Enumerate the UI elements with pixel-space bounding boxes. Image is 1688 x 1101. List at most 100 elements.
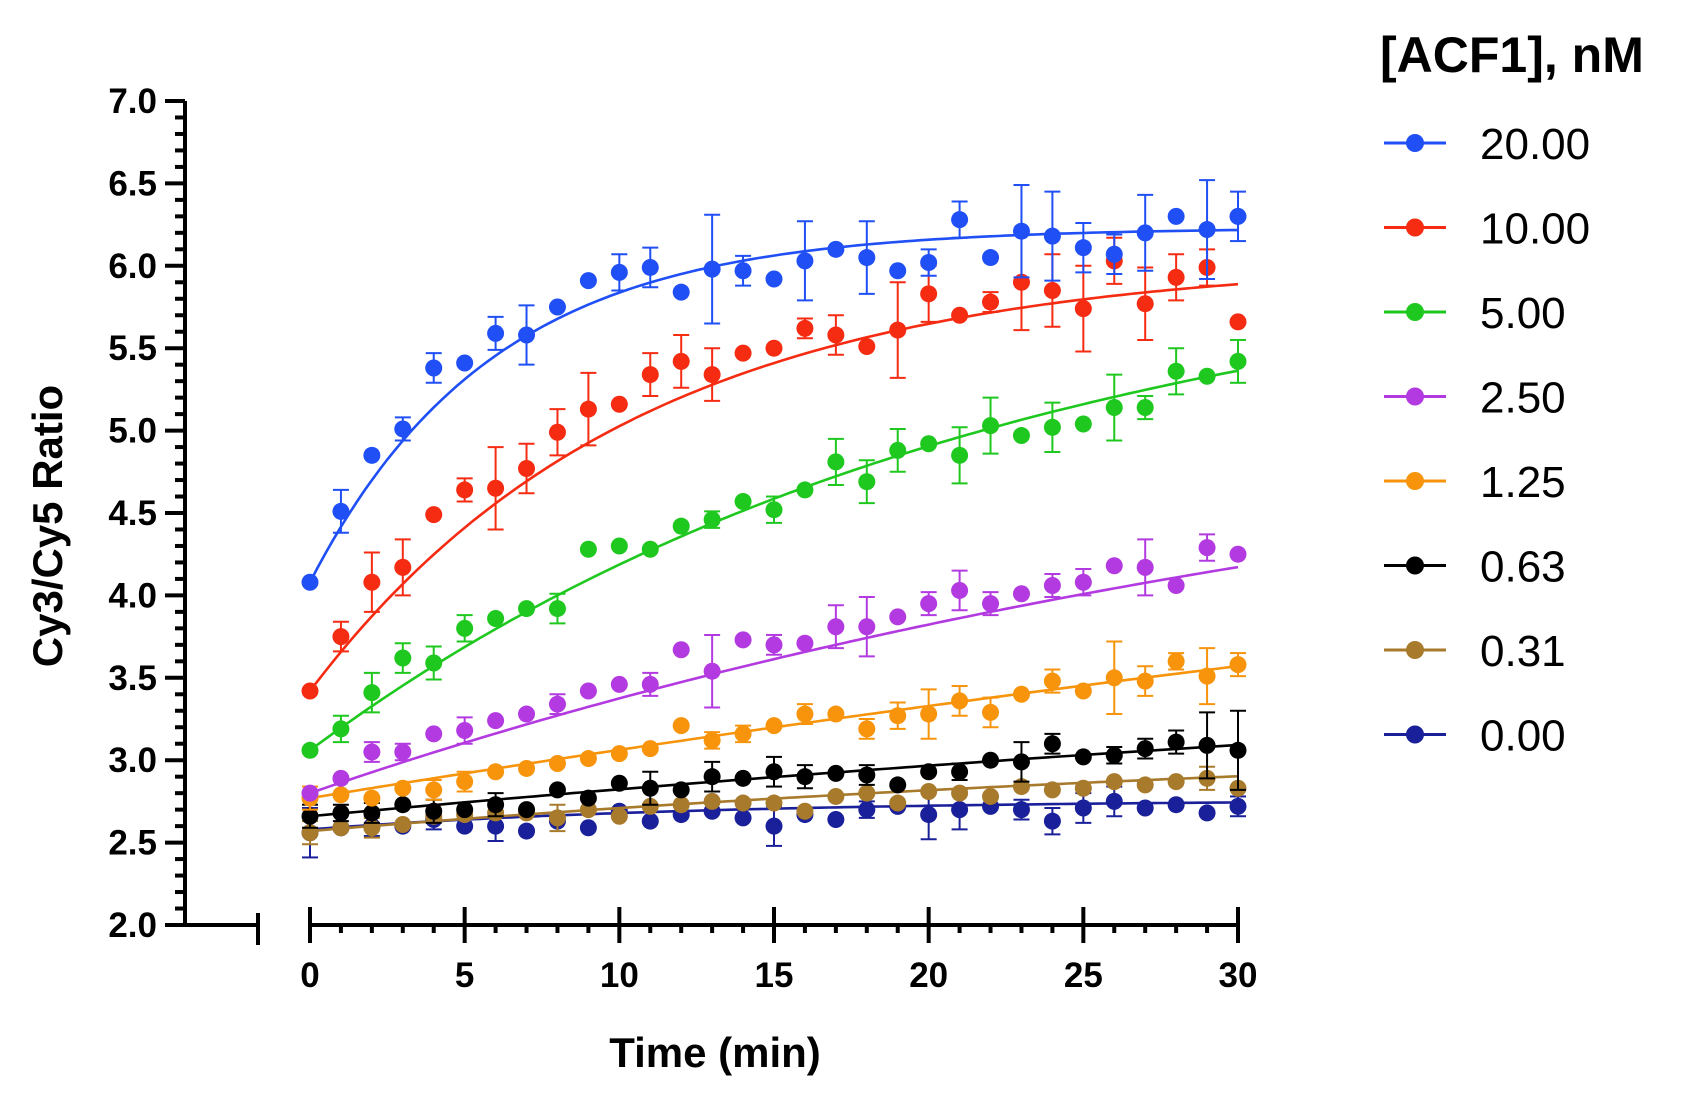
data-point — [703, 768, 721, 786]
data-point — [518, 600, 536, 618]
data-point — [610, 263, 628, 281]
data-point — [548, 298, 566, 316]
data-point — [1167, 796, 1185, 814]
data-point — [487, 817, 505, 835]
legend-item: 1.25 — [1384, 458, 1566, 507]
y-tick-label: 6.5 — [108, 164, 157, 203]
y-tick-label: 6.0 — [108, 247, 157, 286]
y-tick-label: 3.0 — [108, 741, 157, 780]
data-point — [889, 707, 907, 725]
series-10-00 — [301, 233, 1247, 700]
data-point — [363, 743, 381, 761]
data-point — [734, 492, 752, 510]
y-tick-label: 2.5 — [108, 824, 157, 863]
data-point — [1229, 656, 1247, 674]
data-point — [394, 558, 412, 576]
data-point — [672, 781, 690, 799]
data-point — [1229, 545, 1247, 563]
legend-marker — [1406, 641, 1424, 659]
data-point — [703, 260, 721, 278]
legend-marker — [1406, 725, 1424, 744]
data-point — [765, 794, 783, 812]
axes: 2.0 2.5 3.0 3.5 4.0 4.5 5.0 5.5 6.0 6.5 7.0 0 5 10 15 2… — [108, 82, 1257, 995]
legend-marker — [1406, 556, 1424, 575]
data-point — [610, 537, 628, 555]
legend-label: 0.31 — [1480, 627, 1566, 676]
data-point — [1074, 682, 1092, 700]
data-point — [672, 517, 690, 535]
data-point — [332, 720, 350, 738]
legend-marker — [1406, 134, 1424, 152]
series-1-25 — [301, 640, 1247, 811]
x-tick-label: 20 — [909, 956, 948, 995]
data-point — [734, 769, 752, 787]
data-point — [827, 326, 845, 344]
data-point — [1105, 792, 1123, 810]
data-point — [796, 705, 814, 723]
data-point — [641, 779, 659, 797]
y-tick-label: 4.0 — [108, 576, 157, 615]
series-2-50 — [301, 533, 1247, 802]
data-point — [703, 731, 721, 749]
data-point — [1136, 558, 1154, 576]
data-point — [858, 618, 876, 636]
data-point — [1074, 239, 1092, 257]
data-point — [765, 339, 783, 357]
data-point — [703, 366, 721, 384]
legend-label: 1.25 — [1480, 458, 1566, 507]
data-point — [1043, 781, 1061, 799]
y-tick-label: 2.0 — [108, 906, 157, 945]
data-point — [889, 794, 907, 812]
legend-item: 2.50 — [1384, 374, 1566, 423]
x-tick-label: 15 — [755, 956, 794, 995]
legend-label: 20.00 — [1480, 120, 1590, 169]
legend-title: [ACF1], nM — [1380, 27, 1644, 83]
data-point — [610, 395, 628, 413]
data-point — [1198, 736, 1216, 754]
data-point — [641, 675, 659, 693]
data-point — [951, 306, 969, 324]
data-point — [1043, 812, 1061, 830]
data-point — [734, 809, 752, 827]
data-point — [518, 759, 536, 777]
data-point — [1167, 268, 1185, 286]
data-point — [1074, 779, 1092, 797]
data-point — [394, 743, 412, 761]
data-point — [1105, 245, 1123, 263]
data-point — [301, 682, 319, 700]
legend-item: 0.31 — [1384, 627, 1566, 676]
data-point — [518, 822, 536, 840]
y-tick-label: 3.5 — [108, 659, 157, 698]
legend-marker — [1406, 387, 1424, 406]
data-point — [425, 725, 443, 743]
x-tick-label: 0 — [300, 956, 319, 995]
data-point — [456, 481, 474, 499]
data-point — [1198, 804, 1216, 822]
data-point — [425, 506, 443, 524]
data-point — [579, 750, 597, 768]
data-point — [889, 608, 907, 626]
data-point — [363, 446, 381, 464]
data-point — [394, 796, 412, 814]
series-5-00 — [301, 338, 1247, 759]
data-point — [456, 619, 474, 637]
data-point — [363, 573, 381, 591]
data-point — [1043, 672, 1061, 690]
data-point — [1167, 652, 1185, 670]
data-point — [1167, 773, 1185, 791]
legend-item: 0.00 — [1384, 712, 1566, 761]
x-tick-label: 5 — [455, 956, 474, 995]
data-point — [765, 270, 783, 288]
legend-marker — [1406, 303, 1424, 321]
data-point — [425, 781, 443, 799]
data-point — [703, 662, 721, 680]
legend-label: 2.50 — [1480, 374, 1566, 423]
data-point — [332, 819, 350, 837]
data-point — [518, 460, 536, 478]
data-point — [1136, 399, 1154, 417]
data-point — [827, 811, 845, 829]
data-point — [1012, 222, 1030, 240]
data-point — [982, 751, 1000, 769]
data-point — [703, 792, 721, 810]
data-point — [951, 581, 969, 599]
